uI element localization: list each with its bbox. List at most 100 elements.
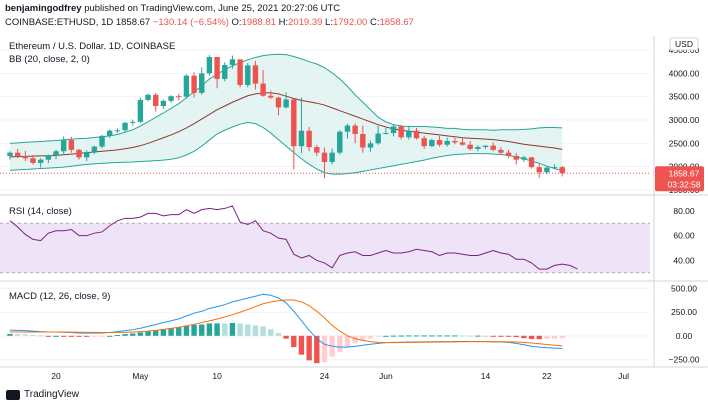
- rsi-pane-title: RSI (14, close): [9, 206, 72, 217]
- macd-histogram-bar: [153, 329, 159, 336]
- candle-body: [375, 133, 381, 144]
- candle-body: [76, 149, 82, 158]
- macd-histogram-bar: [107, 335, 113, 337]
- macd-histogram-bar: [551, 335, 558, 339]
- macd-tick-label: 250.00: [671, 307, 697, 317]
- candle-body: [229, 59, 236, 65]
- candle-body: [14, 152, 21, 156]
- time-tick-label: Jun: [379, 371, 393, 381]
- macd-tick-label: −250.00: [669, 354, 700, 364]
- candle-body: [452, 141, 458, 143]
- candle-body: [268, 95, 274, 98]
- candle-body: [99, 135, 105, 147]
- price-change: −130.14 (−6.54%): [152, 17, 229, 28]
- macd-histogram-bar: [137, 332, 144, 336]
- macd-histogram-bar: [306, 335, 312, 361]
- publisher: benjamingodfrey: [5, 3, 82, 14]
- candle-body: [421, 138, 427, 147]
- macd-histogram-bar: [229, 322, 236, 336]
- candle-body: [137, 99, 144, 122]
- macd-histogram-bar: [60, 335, 67, 337]
- candle-body: [498, 149, 504, 153]
- macd-histogram-bar: [206, 323, 213, 336]
- candle-body: [306, 130, 312, 148]
- candle-body: [60, 140, 67, 152]
- candle-body: [559, 167, 565, 174]
- rsi-band: [0, 223, 650, 273]
- candle-body: [536, 167, 542, 173]
- symbol-line: COINBASE:ETHUSD, 1D 1858.67 −130.14 (−6.…: [5, 17, 414, 28]
- candle-body: [237, 59, 243, 85]
- macd-histogram-bar: [30, 334, 36, 336]
- macd-histogram-bar: [76, 335, 82, 337]
- macd-histogram-bar: [199, 324, 205, 336]
- candle-body: [84, 152, 90, 158]
- macd-histogram-bar: [398, 335, 404, 337]
- candle-body: [436, 140, 443, 145]
- candle-body: [383, 133, 389, 135]
- candle-body: [390, 126, 397, 134]
- macd-histogram-bar: [245, 324, 251, 336]
- macd-histogram-bar: [22, 334, 29, 336]
- macd-histogram-bar: [298, 335, 305, 355]
- time-tick-label: 10: [212, 371, 222, 381]
- brand-name: TradingView: [24, 389, 80, 400]
- macd-tick-label: 0.00: [676, 331, 693, 341]
- macd-histogram-bar: [513, 335, 519, 338]
- candle-body: [160, 100, 167, 106]
- candle-body: [206, 57, 213, 74]
- candle-body: [30, 158, 36, 163]
- candle-body: [413, 130, 420, 139]
- macd-histogram-bar: [283, 335, 289, 339]
- macd-histogram-bar: [291, 335, 297, 348]
- candle-body: [37, 159, 44, 163]
- currency-label: USD: [675, 39, 693, 49]
- macd-histogram-bar: [444, 335, 450, 337]
- candle-body: [122, 122, 128, 131]
- candle-body: [53, 151, 59, 156]
- macd-histogram-bar: [237, 323, 243, 336]
- macd-histogram-bar: [467, 335, 473, 337]
- candle-body: [513, 155, 519, 160]
- macd-histogram-bar: [436, 335, 443, 337]
- macd-histogram-bar: [122, 334, 128, 336]
- candle-body: [329, 152, 335, 162]
- rsi-tick-label: 80.00: [673, 206, 695, 216]
- macd-histogram-bar: [252, 325, 259, 336]
- macd-histogram-bar: [367, 335, 374, 339]
- tradingview-logo: TradingView: [6, 389, 79, 400]
- rsi-tick-label: 60.00: [673, 231, 695, 241]
- macd-line: [9, 293, 563, 350]
- candle-body: [22, 155, 29, 159]
- macd-histogram-bar: [559, 335, 565, 339]
- macd-histogram-bar: [145, 331, 151, 336]
- candle-body: [183, 75, 190, 97]
- candle-body: [321, 152, 328, 162]
- publish-date: published on TradingView.com, June 25, 2…: [84, 3, 341, 14]
- candle-body: [260, 83, 266, 96]
- macd-histogram-bar: [14, 334, 21, 336]
- price-tick-label: 4000.00: [669, 68, 700, 78]
- open-value: 1988.81: [241, 17, 276, 28]
- rsi-line: [9, 205, 578, 270]
- candle-body: [490, 145, 496, 150]
- candle-body: [91, 146, 98, 153]
- macd-histogram-bar: [490, 335, 496, 337]
- candle-body: [314, 147, 320, 153]
- tradingview-icon: [6, 389, 20, 400]
- candle-body: [298, 130, 305, 147]
- candle-body: [191, 75, 197, 93]
- low-value: 1792.00: [332, 17, 368, 28]
- open-label: O:: [231, 17, 242, 28]
- macd-histogram-bar: [114, 334, 121, 336]
- bb-band-fill: [10, 54, 563, 175]
- macd-histogram-bar: [268, 329, 274, 336]
- candle-body: [291, 99, 297, 147]
- macd-histogram-bar: [214, 323, 220, 336]
- candle-body: [168, 96, 174, 101]
- candle-body: [222, 64, 228, 79]
- price-pane-title: Ethereum / U.S. Dollar, 1D, COINBASE: [9, 41, 176, 52]
- candle-body: [344, 125, 351, 132]
- candle-body: [153, 94, 159, 106]
